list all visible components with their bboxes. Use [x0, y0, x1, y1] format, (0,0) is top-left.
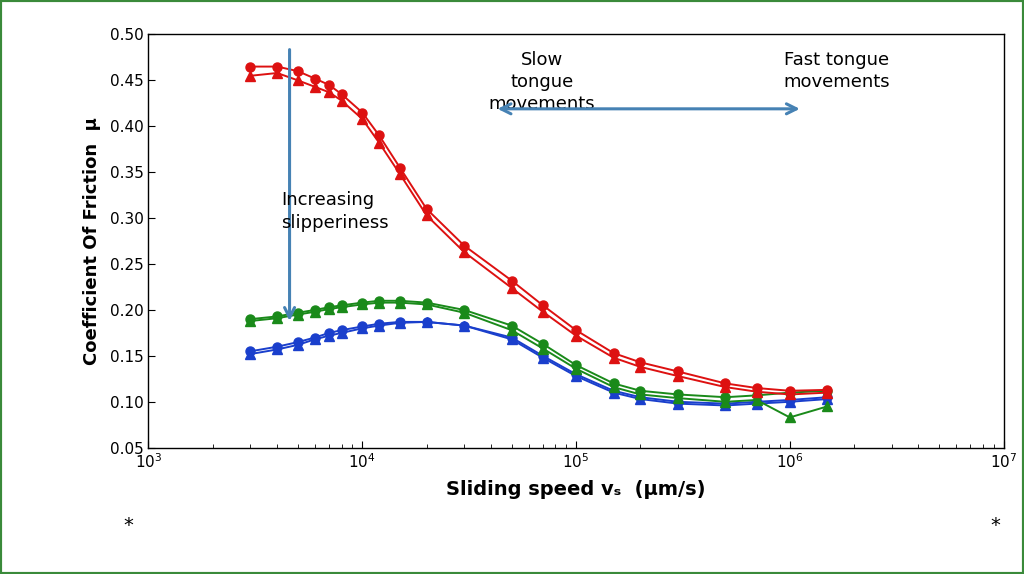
Text: Slow
tongue
movements: Slow tongue movements: [488, 51, 595, 114]
X-axis label: Sliding speed vₛ  (μm/s): Sliding speed vₛ (μm/s): [446, 480, 706, 499]
Text: Increasing
slipperiness: Increasing slipperiness: [281, 192, 389, 232]
Y-axis label: Coefficient Of Friction  μ: Coefficient Of Friction μ: [83, 117, 101, 365]
Text: *: *: [990, 515, 1000, 535]
Text: *: *: [123, 515, 133, 535]
Text: Fast tongue
movements: Fast tongue movements: [783, 51, 890, 91]
